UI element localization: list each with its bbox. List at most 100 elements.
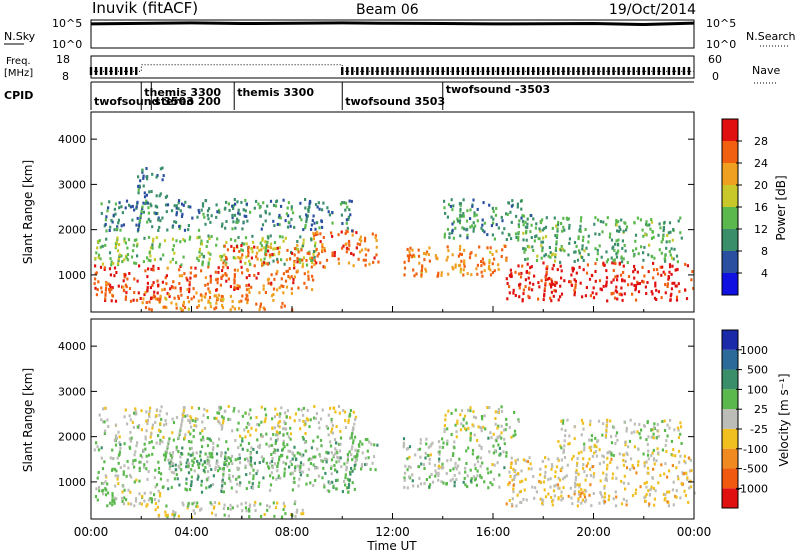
heatmap-cell xyxy=(655,436,658,439)
heatmap-cell xyxy=(447,409,450,413)
heatmap-cell xyxy=(229,308,232,312)
heatmap-cell xyxy=(147,470,150,473)
heatmap-cell xyxy=(600,492,603,496)
heatmap-cell xyxy=(622,458,625,462)
heatmap-cell xyxy=(563,249,566,253)
heatmap-cell xyxy=(447,203,451,207)
heatmap-cell xyxy=(241,227,244,231)
heatmap-cell xyxy=(142,448,145,452)
heatmap-cell xyxy=(509,475,512,478)
heatmap-cell xyxy=(333,254,336,258)
heatmap-cell xyxy=(220,294,223,298)
heatmap-cell xyxy=(488,258,491,262)
heatmap-cell xyxy=(283,474,286,478)
heatmap-cell xyxy=(356,242,359,246)
heatmap-cell xyxy=(622,497,625,501)
heatmap-cell xyxy=(316,447,319,451)
heatmap-cell xyxy=(125,199,129,203)
heatmap-cell xyxy=(457,464,460,468)
heatmap-cell xyxy=(446,459,449,463)
heatmap-cell xyxy=(577,237,580,241)
heatmap-cell xyxy=(157,460,160,464)
heatmap-cell xyxy=(178,431,181,435)
heatmap-cell xyxy=(143,191,146,195)
heatmap-cell xyxy=(302,406,305,410)
heatmap-cell xyxy=(155,236,158,240)
heatmap-cell xyxy=(549,251,552,255)
heatmap-cell xyxy=(115,436,118,440)
heatmap-cell xyxy=(524,459,527,463)
heatmap-cell xyxy=(541,240,545,244)
heatmap-cell xyxy=(428,475,431,479)
heatmap-cell xyxy=(128,203,131,207)
heatmap-cell xyxy=(145,410,148,414)
heatmap-cell xyxy=(374,236,377,240)
heatmap-cell xyxy=(657,451,660,455)
heatmap-cell xyxy=(462,212,465,216)
heatmap-cell xyxy=(344,419,347,423)
heatmap-cell xyxy=(272,501,275,505)
heatmap-cell xyxy=(669,230,672,234)
heatmap-cell xyxy=(692,287,695,290)
heatmap-cell xyxy=(113,467,116,471)
heatmap-cell xyxy=(103,432,106,435)
heatmap-cell xyxy=(301,265,304,269)
heatmap-cell xyxy=(603,492,607,496)
heatmap-cell xyxy=(364,463,367,467)
heatmap-cell xyxy=(159,219,162,223)
heatmap-cell xyxy=(487,267,490,271)
heatmap-cell xyxy=(267,249,270,253)
heatmap-cell xyxy=(510,220,513,224)
heatmap-cell xyxy=(449,479,452,483)
heatmap-cell xyxy=(295,457,298,461)
heatmap-cell xyxy=(93,448,96,452)
heatmap-cell xyxy=(166,444,169,448)
heatmap-cell xyxy=(646,466,650,470)
heatmap-cell xyxy=(247,249,250,252)
heatmap-cell xyxy=(562,451,565,455)
heatmap-cell xyxy=(316,254,319,258)
heatmap-cell xyxy=(508,233,511,237)
heatmap-cell xyxy=(605,223,608,227)
heatmap-cell xyxy=(119,228,122,232)
heatmap-cell xyxy=(291,488,294,492)
heatmap-cell xyxy=(206,444,209,448)
heatmap-cell xyxy=(250,456,253,460)
heatmap-cell xyxy=(654,281,657,285)
heatmap-cell xyxy=(236,428,239,432)
heatmap-cell xyxy=(594,436,597,440)
heatmap-cell xyxy=(307,467,310,471)
heatmap-cell xyxy=(437,478,440,482)
heatmap-cell xyxy=(650,254,653,258)
heatmap-cell xyxy=(456,217,459,221)
heatmap-cell xyxy=(259,214,262,218)
heatmap-cell xyxy=(367,456,370,460)
heatmap-cell xyxy=(605,473,608,477)
heatmap-cell xyxy=(543,289,546,292)
heatmap-cell xyxy=(665,439,668,443)
heatmap-cell xyxy=(460,253,463,256)
heatmap-cell xyxy=(138,501,141,505)
heatmap-cell xyxy=(658,248,661,252)
heatmap-cell xyxy=(143,236,146,240)
heatmap-cell xyxy=(119,447,122,450)
heatmap-cell xyxy=(157,267,160,270)
heatmap-cell xyxy=(94,256,97,260)
heatmap-cell xyxy=(222,297,225,301)
heatmap-cell xyxy=(273,514,276,518)
heatmap-cell xyxy=(423,482,426,485)
heatmap-cell xyxy=(304,198,307,201)
heatmap-cell xyxy=(311,219,314,222)
heatmap-cell xyxy=(683,454,686,458)
heatmap-cell xyxy=(331,221,334,225)
colorbar-cell xyxy=(722,349,738,370)
heatmap-cell xyxy=(200,269,203,273)
heatmap-cell xyxy=(469,409,472,413)
heatmap-cell xyxy=(482,425,485,429)
heatmap-cell xyxy=(473,463,477,467)
heatmap-cell xyxy=(212,446,215,450)
heatmap-cell xyxy=(557,458,560,462)
heatmap-cell xyxy=(298,215,301,219)
heatmap-cell xyxy=(529,230,532,234)
